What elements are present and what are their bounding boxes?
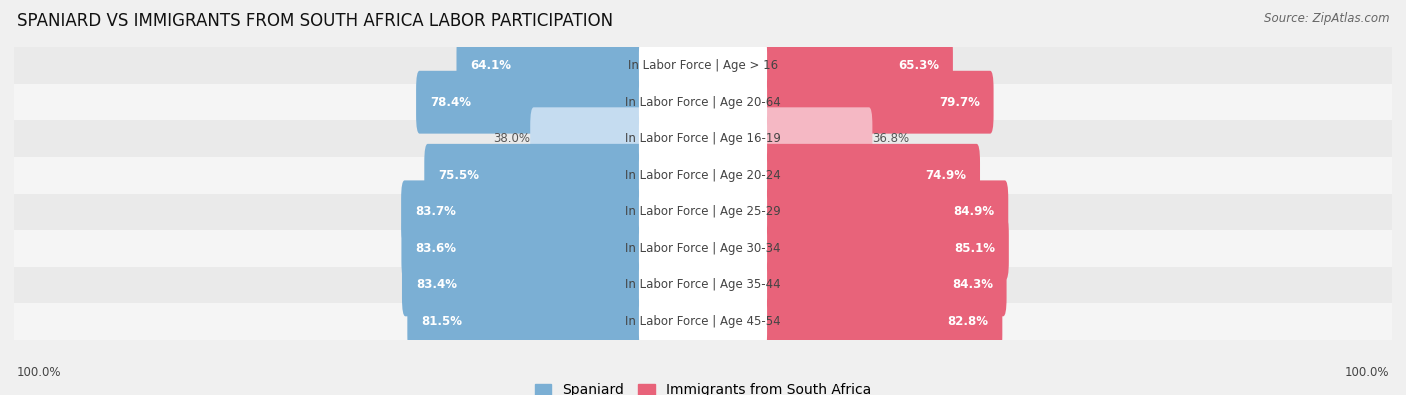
Text: 83.4%: 83.4% [416,278,457,292]
Text: In Labor Force | Age 20-24: In Labor Force | Age 20-24 [626,169,780,182]
FancyBboxPatch shape [638,78,768,126]
Legend: Spaniard, Immigrants from South Africa: Spaniard, Immigrants from South Africa [534,383,872,395]
Text: In Labor Force | Age 20-64: In Labor Force | Age 20-64 [626,96,780,109]
Bar [14,84,1392,120]
Text: SPANIARD VS IMMIGRANTS FROM SOUTH AFRICA LABOR PARTICIPATION: SPANIARD VS IMMIGRANTS FROM SOUTH AFRICA… [17,12,613,30]
FancyBboxPatch shape [638,224,768,273]
FancyBboxPatch shape [638,297,768,346]
Text: Source: ZipAtlas.com: Source: ZipAtlas.com [1264,12,1389,25]
Text: 36.8%: 36.8% [872,132,910,145]
FancyBboxPatch shape [638,151,768,199]
Text: 84.3%: 84.3% [952,278,993,292]
Text: 38.0%: 38.0% [494,132,530,145]
Text: 65.3%: 65.3% [898,59,939,72]
Text: 85.1%: 85.1% [955,242,995,255]
FancyBboxPatch shape [638,188,768,236]
FancyBboxPatch shape [638,115,768,163]
Text: In Labor Force | Age 35-44: In Labor Force | Age 35-44 [626,278,780,292]
Bar [14,267,1392,303]
Text: 74.9%: 74.9% [925,169,966,182]
Text: 79.7%: 79.7% [939,96,980,109]
FancyBboxPatch shape [402,254,644,316]
FancyBboxPatch shape [638,41,768,90]
Text: 84.9%: 84.9% [953,205,994,218]
Text: In Labor Force | Age > 16: In Labor Force | Age > 16 [628,59,778,72]
FancyBboxPatch shape [401,217,644,280]
FancyBboxPatch shape [425,144,644,207]
FancyBboxPatch shape [762,290,1002,353]
Text: 81.5%: 81.5% [422,315,463,328]
FancyBboxPatch shape [762,107,872,170]
Text: 64.1%: 64.1% [470,59,512,72]
FancyBboxPatch shape [530,107,644,170]
Bar [14,120,1392,157]
Bar [14,194,1392,230]
FancyBboxPatch shape [762,254,1007,316]
FancyBboxPatch shape [762,71,994,134]
FancyBboxPatch shape [408,290,644,353]
Text: 75.5%: 75.5% [439,169,479,182]
FancyBboxPatch shape [457,34,644,97]
Text: 82.8%: 82.8% [948,315,988,328]
Text: 100.0%: 100.0% [17,366,62,379]
FancyBboxPatch shape [416,71,644,134]
Bar [14,47,1392,84]
Text: 100.0%: 100.0% [1344,366,1389,379]
FancyBboxPatch shape [762,144,980,207]
Text: 83.6%: 83.6% [415,242,456,255]
Text: In Labor Force | Age 30-34: In Labor Force | Age 30-34 [626,242,780,255]
Text: 78.4%: 78.4% [430,96,471,109]
FancyBboxPatch shape [762,217,1010,280]
FancyBboxPatch shape [638,261,768,309]
Text: 83.7%: 83.7% [415,205,456,218]
Bar [14,157,1392,194]
Bar [14,230,1392,267]
Text: In Labor Force | Age 16-19: In Labor Force | Age 16-19 [626,132,780,145]
Bar [14,303,1392,340]
Text: In Labor Force | Age 45-54: In Labor Force | Age 45-54 [626,315,780,328]
FancyBboxPatch shape [762,181,1008,243]
FancyBboxPatch shape [762,34,953,97]
FancyBboxPatch shape [401,181,644,243]
Text: In Labor Force | Age 25-29: In Labor Force | Age 25-29 [626,205,780,218]
